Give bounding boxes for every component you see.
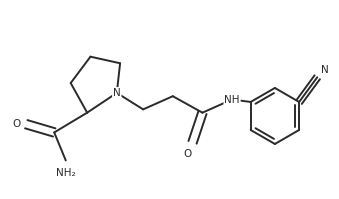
Text: N: N [113, 88, 121, 98]
Text: N: N [321, 65, 328, 75]
Text: O: O [183, 149, 192, 159]
Text: NH₂: NH₂ [56, 168, 76, 178]
Text: O: O [12, 119, 20, 129]
Text: NH: NH [224, 95, 240, 104]
